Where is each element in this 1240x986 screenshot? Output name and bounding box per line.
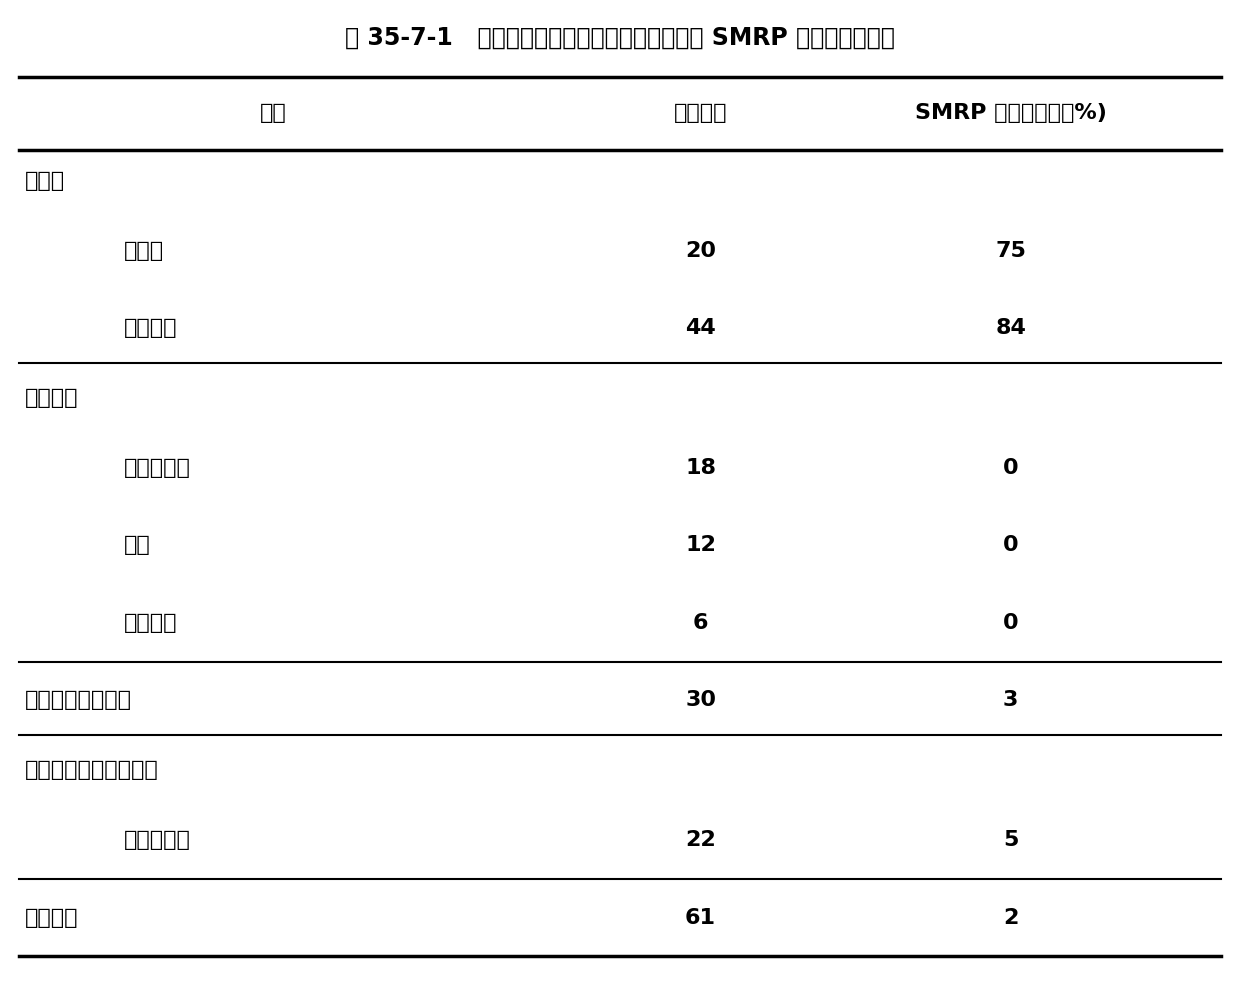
- Text: 其它炎症: 其它炎症: [25, 908, 78, 928]
- Text: 总患者数: 总患者数: [673, 104, 728, 123]
- Text: 20: 20: [684, 241, 715, 260]
- Text: 2: 2: [1003, 908, 1018, 928]
- Text: 3: 3: [1003, 690, 1018, 711]
- Text: 18: 18: [684, 458, 715, 478]
- Text: 6: 6: [693, 613, 708, 633]
- Text: 0: 0: [1003, 535, 1018, 555]
- Text: 75: 75: [996, 241, 1025, 260]
- Text: 非累及胸膜的肺部炎症: 非累及胸膜的肺部炎症: [25, 760, 159, 780]
- Text: 0: 0: [1003, 458, 1018, 478]
- Text: 非累及胸膜的肺癌: 非累及胸膜的肺癌: [25, 690, 131, 711]
- Text: 30: 30: [684, 690, 715, 711]
- Text: 44: 44: [686, 318, 715, 338]
- Text: 间皮瘤: 间皮瘤: [25, 171, 64, 191]
- Text: 84: 84: [996, 318, 1025, 338]
- Text: 表 35-7-1   恶性间皮瘤和其它肺及胸膜疾病患者 SMRP 水平增高的频率: 表 35-7-1 恶性间皮瘤和其它肺及胸膜疾病患者 SMRP 水平增高的频率: [345, 26, 895, 49]
- Text: 板样或增厚: 板样或增厚: [124, 458, 191, 478]
- Text: 炎症: 炎症: [124, 535, 151, 555]
- Text: SMRP 增高患者数（%): SMRP 增高患者数（%): [915, 104, 1106, 123]
- Text: 任何时期: 任何时期: [124, 318, 177, 338]
- Text: 61: 61: [684, 908, 715, 928]
- Text: 石棉沉滞症: 石棉沉滞症: [124, 830, 191, 850]
- Text: 其它肿瘤: 其它肿瘤: [124, 613, 177, 633]
- Text: 诊断时: 诊断时: [124, 241, 164, 260]
- Text: 胸膜疾病: 胸膜疾病: [25, 388, 78, 408]
- Text: 22: 22: [686, 830, 715, 850]
- Text: 0: 0: [1003, 613, 1018, 633]
- Text: 疾病: 疾病: [259, 104, 286, 123]
- Text: 12: 12: [686, 535, 715, 555]
- Text: 5: 5: [1003, 830, 1018, 850]
